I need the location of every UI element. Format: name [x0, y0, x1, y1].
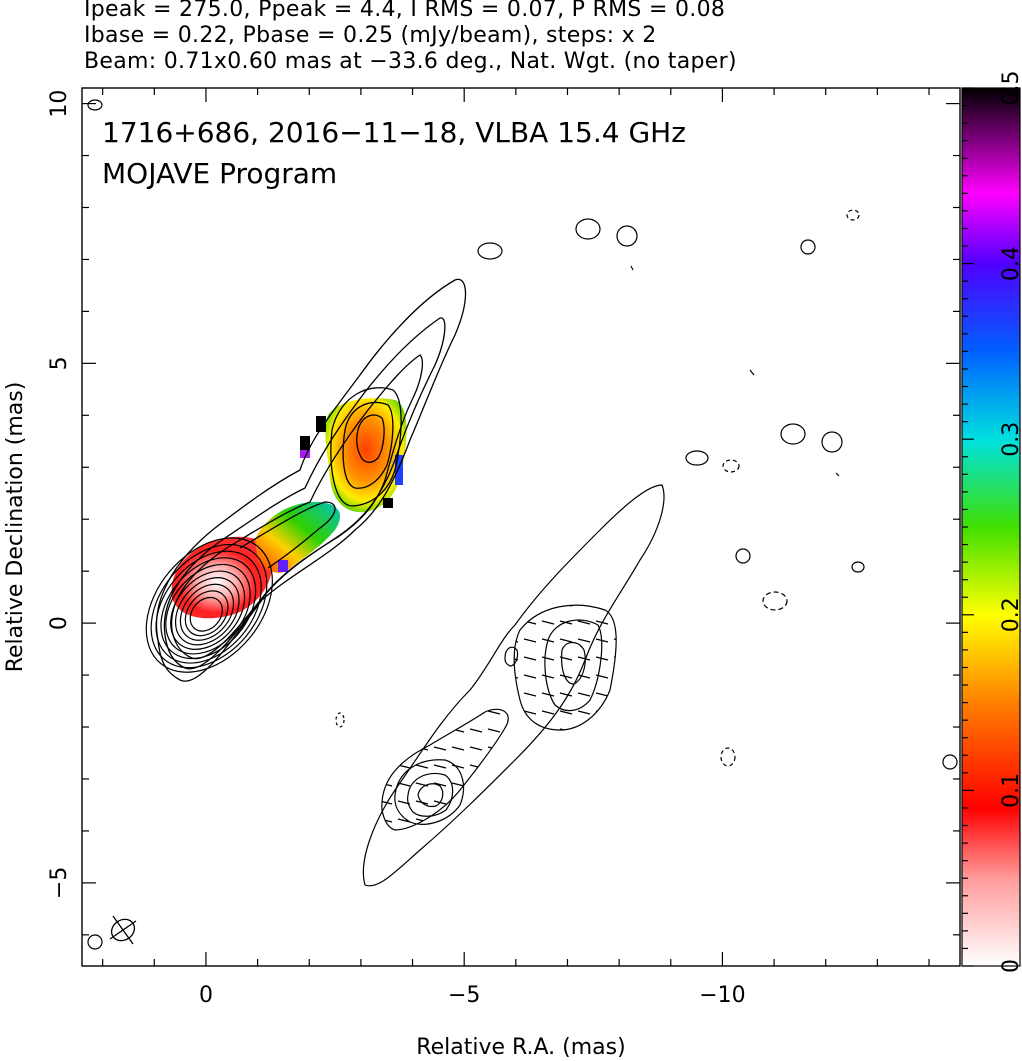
axes-tick-labels: 0 −5 −10 −5 0 5 10	[47, 90, 746, 1008]
colorbar-tick-label: 0	[999, 959, 1022, 973]
secondary-contour-c	[417, 783, 444, 808]
noise-blob	[575, 218, 601, 240]
noise-blob	[821, 431, 843, 453]
pixel-violet	[278, 560, 288, 572]
colorbar-ticks	[962, 87, 974, 967]
noise-blob-negative	[720, 747, 736, 767]
colorbar-tick-label: 0.4	[999, 246, 1022, 281]
noise-blob	[851, 561, 865, 573]
x-axis-title: Relative R.A. (mas)	[416, 1035, 625, 1060]
colorbar-tick-label: 0.5	[999, 71, 1022, 106]
core-contour-level	[179, 583, 235, 641]
chart-subtitle: MOJAVE Program	[102, 157, 337, 190]
pixel-black-3	[383, 498, 393, 508]
secondary-component-contours	[362, 484, 665, 887]
colorbar-tick-label: 0.3	[999, 422, 1022, 457]
noise-blob	[942, 754, 958, 770]
plot-frame	[81, 87, 961, 967]
noise-blob	[477, 242, 503, 260]
map-layer	[87, 99, 958, 950]
noise-blob	[616, 225, 638, 247]
secondary-contour-a	[394, 759, 465, 825]
secondary-hatched-region-2	[513, 604, 617, 731]
core-contour-level	[174, 577, 240, 646]
pixel-purple	[300, 450, 310, 458]
core-contour-level	[155, 550, 262, 664]
main-jet-contours	[156, 278, 467, 682]
bridge-polarization-region	[255, 501, 340, 573]
noise-blob	[780, 423, 806, 445]
noise-blob-negative	[762, 591, 788, 611]
noise-contours	[87, 99, 958, 950]
colorbar-tick-label: 0.1	[999, 773, 1022, 808]
pixel-blue	[395, 455, 403, 485]
x-tick-label: −5	[448, 983, 480, 1008]
noise-blob-negative	[846, 209, 860, 221]
secondary-small-contour	[504, 646, 519, 667]
noise-blob-negative	[335, 712, 345, 728]
secondary-peak-contour-2	[561, 641, 586, 685]
core-contour-level	[145, 537, 273, 673]
secondary-outer-contour	[362, 484, 665, 887]
colorbar	[962, 88, 1020, 966]
y-tick-label: 5	[47, 356, 72, 370]
core-contour-level	[170, 570, 246, 650]
y-tick-label: −5	[47, 867, 72, 899]
colorbar-tick-labels: 0 0.1 0.2 0.3 0.4 0.5	[999, 71, 1022, 974]
noise-blob	[800, 239, 816, 255]
core-contour-level	[165, 563, 251, 655]
header-line-1: Ipeak = 275.0, Ppeak = 4.4, I RMS = 0.07…	[84, 0, 726, 22]
y-tick-label: 10	[47, 90, 72, 118]
axes-ticks	[82, 88, 960, 966]
noise-tick	[630, 265, 634, 271]
chart-title: 1716+686, 2016−11−18, VLBA 15.4 GHz	[102, 116, 686, 149]
noise-blob	[685, 450, 709, 466]
secondary-hatched-region-1	[381, 708, 509, 831]
core-contour-level	[189, 596, 223, 632]
noise-tick	[835, 472, 840, 477]
colorbar-tick-label: 0.2	[999, 597, 1022, 632]
beam-cross-2	[109, 920, 137, 940]
core-contour-level	[150, 543, 268, 669]
x-tick-label: 0	[199, 983, 213, 1008]
pixel-black	[300, 436, 310, 450]
noise-blob	[87, 934, 103, 950]
pixel-black-2	[316, 416, 326, 432]
beam-marker	[109, 915, 137, 945]
core-contour-level	[160, 557, 257, 660]
noise-tick	[749, 369, 755, 376]
secondary-contour-b	[407, 773, 454, 817]
secondary-inner-contour-2	[544, 619, 603, 712]
x-tick-label: −10	[699, 983, 745, 1008]
y-tick-label: 0	[47, 616, 72, 630]
noise-blob	[87, 99, 103, 111]
noise-blob-negative	[722, 459, 740, 473]
core-contour-level	[184, 590, 229, 637]
core-contours	[145, 537, 273, 673]
header-line-2: Ibase = 0.22, Pbase = 0.25 (mJy/beam), s…	[84, 23, 657, 48]
header-line-3: Beam: 0.71x0.60 mas at −33.6 deg., Nat. …	[84, 49, 737, 74]
noise-blob	[735, 548, 751, 564]
y-axis-title: Relative Declination (mas)	[3, 382, 28, 673]
